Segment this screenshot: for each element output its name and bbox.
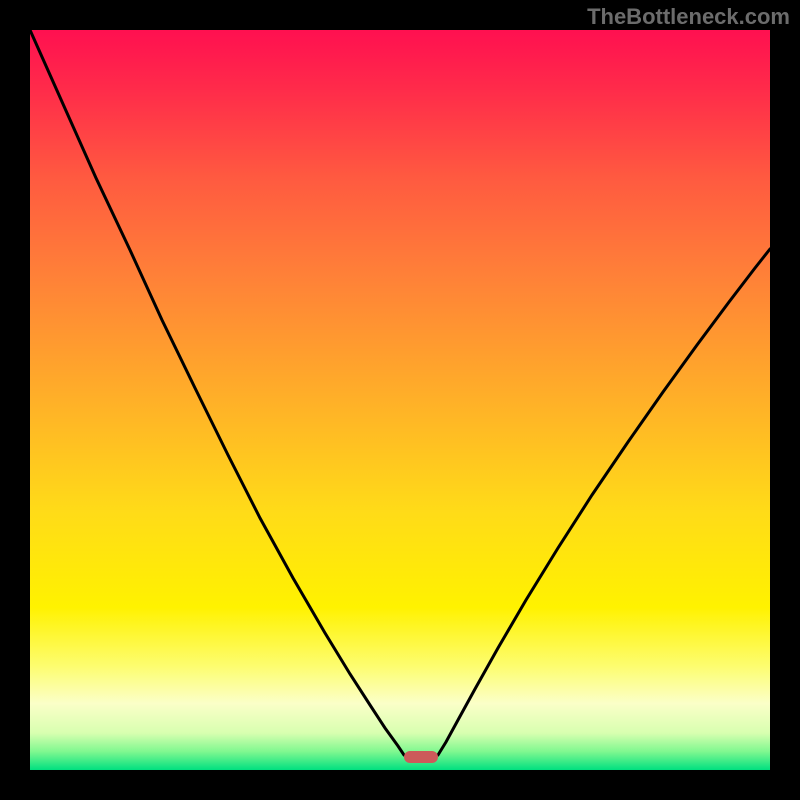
- bottleneck-marker: [404, 751, 438, 763]
- watermark-text: TheBottleneck.com: [587, 4, 790, 30]
- chart-container: TheBottleneck.com: [0, 0, 800, 800]
- bottleneck-chart: [0, 0, 800, 800]
